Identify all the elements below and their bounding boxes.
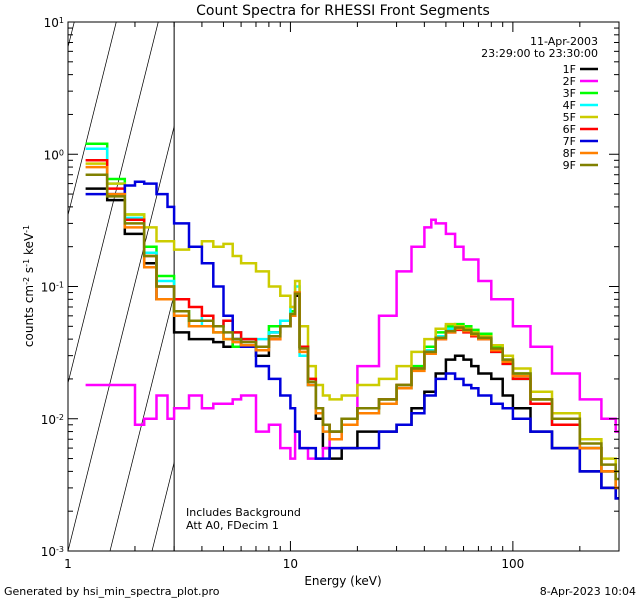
- axis-ticks: [67, 21, 620, 552]
- hatch-line: [68, 22, 117, 217]
- y-axis-label: counts cm-2 s-1 keV-1: [22, 225, 37, 347]
- hatch-line: [572, 0, 640, 551]
- footer-timestamp: 8-Apr-2023 10:04: [540, 585, 636, 598]
- x-tick-label: 100: [501, 557, 524, 571]
- series-6F: [85, 159, 619, 490]
- legend-label-2F: 2F: [563, 75, 576, 88]
- series-9F: [85, 173, 619, 481]
- chart-title: Count Spectra for RHESSI Front Segments: [196, 3, 490, 19]
- series-3F: [85, 142, 619, 490]
- legend-label-7F: 7F: [563, 135, 576, 148]
- hatch-line: [236, 0, 376, 551]
- legend-label-8F: 8F: [563, 147, 576, 160]
- series-7F: [85, 180, 619, 500]
- hatch-line: [488, 0, 628, 551]
- legend-label-5F: 5F: [563, 111, 576, 124]
- axis-tick-labels: 1 10 100 101 100 10-1 10-2 10-3: [41, 16, 525, 572]
- x-tick-label: 1: [64, 557, 72, 571]
- x-axis-label: Energy (keV): [304, 574, 381, 588]
- legend-label-1F: 1F: [563, 63, 576, 76]
- background-note: Includes Background: [186, 506, 301, 519]
- time-range-label: 23:29:00 to 23:30:00: [481, 47, 598, 60]
- hatch-line: [404, 0, 544, 551]
- generated-by: Generated by hsi_min_spectra_plot.pro: [4, 585, 220, 598]
- hatch-line: [614, 0, 640, 551]
- y-tick-label: 10-2: [41, 412, 64, 427]
- y-tick-label: 10-3: [41, 545, 64, 560]
- legend-label-9F: 9F: [563, 159, 576, 172]
- series-5F: [85, 162, 619, 473]
- y-tick-label: 100: [44, 148, 64, 163]
- y-tick-label: 10-1: [41, 280, 64, 295]
- hatch-line: [362, 0, 502, 551]
- hatch-line: [109, 293, 175, 551]
- date-label: 11-Apr-2003: [530, 35, 598, 48]
- hatch-line: [530, 0, 640, 551]
- attenuator-note: Att A0, FDecim 1: [186, 519, 279, 532]
- hatch-line: [320, 0, 460, 551]
- series-4F: [85, 147, 619, 490]
- legend-label-3F: 3F: [563, 87, 576, 100]
- series-layer: [85, 22, 619, 551]
- x-tick-label: 10: [283, 557, 298, 571]
- series-1F: [85, 187, 619, 500]
- plot-frame: [67, 21, 620, 552]
- legend-label-4F: 4F: [563, 99, 576, 112]
- hatch-line: [194, 0, 334, 551]
- y-tick-label: 101: [44, 16, 64, 31]
- hatch-line: [68, 22, 159, 385]
- legend-label-6F: 6F: [563, 123, 576, 136]
- hatched-region: [68, 0, 640, 551]
- hatch-line: [68, 125, 175, 551]
- series-2F: [85, 218, 619, 460]
- hatch-line: [68, 22, 75, 49]
